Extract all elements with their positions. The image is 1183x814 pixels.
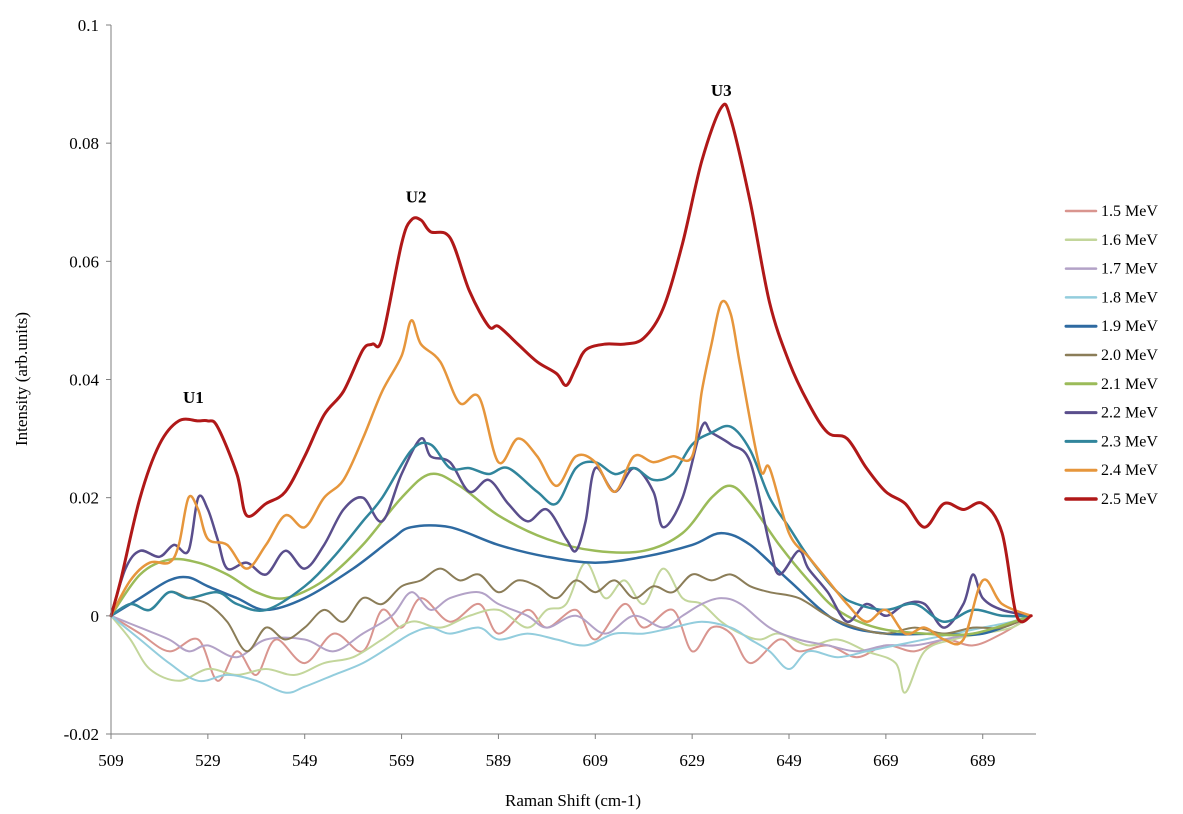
x-tick-label: 549 — [292, 751, 318, 770]
legend-label-1-5-mev: 1.5 MeV — [1101, 203, 1158, 220]
x-tick-label: 569 — [389, 751, 415, 770]
legend: 1.5 MeV 1.6 MeV 1.7 MeV 1.8 MeV 1.9 MeV 2.0 M… — [1064, 203, 1158, 508]
annotation-u3: U3 — [711, 81, 732, 100]
series-line-2-4-mev — [109, 299, 1033, 646]
x-axis-title: Raman Shift (cm-1) — [505, 791, 641, 810]
annotation-u2: U2 — [406, 187, 427, 206]
legend-label-2-2-mev: 2.2 MeV — [1101, 405, 1158, 422]
series-line-1-8-mev — [110, 614, 1033, 694]
series-line-1-5-mev — [110, 597, 1033, 682]
axes: -0.02 0 0.02 0.04 0.06 0.08 0.1 509 529 549 569 589… — [64, 16, 1036, 770]
y-axis-title: Intensity (arb.units) — [12, 312, 31, 446]
x-tick-label: 649 — [776, 751, 802, 770]
y-tick-label: 0.1 — [78, 16, 99, 35]
legend-label-2-4-mev: 2.4 MeV — [1101, 462, 1158, 479]
x-tick-label: 629 — [679, 751, 705, 770]
legend-label-1-6-mev: 1.6 MeV — [1101, 232, 1158, 249]
y-tick-label: 0 — [91, 607, 100, 626]
x-tick-label: 609 — [583, 751, 609, 770]
series-line-2-0-mev — [110, 567, 1033, 653]
legend-label-1-9-mev: 1.9 MeV — [1101, 318, 1158, 335]
legend-label-2-0-mev: 2.0 MeV — [1101, 347, 1158, 364]
series-line-1-6-mev — [110, 561, 1033, 694]
y-tick-label: 0.06 — [69, 252, 99, 271]
series-line-2-3-mev — [109, 424, 1033, 623]
x-tick-label: 689 — [970, 751, 996, 770]
x-tick-label: 509 — [98, 751, 124, 770]
y-tick-label: -0.02 — [64, 725, 99, 744]
peak-annotations: U1 U2 U3 — [183, 81, 732, 407]
x-tick-label: 529 — [195, 751, 221, 770]
legend-label-2-3-mev: 2.3 MeV — [1101, 433, 1158, 450]
series-line-1-7-mev — [110, 591, 1033, 659]
legend-label-1-7-mev: 1.7 MeV — [1101, 261, 1158, 278]
series-line-2-1-mev — [109, 472, 1033, 637]
x-tick-label: 589 — [486, 751, 512, 770]
y-tick-label: 0.04 — [69, 371, 99, 390]
series-line-2-5-mev — [109, 102, 1033, 624]
series-lines — [109, 102, 1033, 694]
legend-label-1-8-mev: 1.8 MeV — [1101, 289, 1158, 306]
legend-label-2-1-mev: 2.1 MeV — [1101, 376, 1158, 393]
series-line-1-9-mev — [109, 524, 1033, 637]
y-tick-label: 0.08 — [69, 134, 99, 153]
legend-label-2-5-mev: 2.5 MeV — [1101, 491, 1158, 508]
x-tick-label: 669 — [873, 751, 899, 770]
y-tick-label: 0.02 — [69, 489, 99, 508]
annotation-u1: U1 — [183, 388, 204, 407]
series-line-2-2-mev — [109, 421, 1033, 629]
